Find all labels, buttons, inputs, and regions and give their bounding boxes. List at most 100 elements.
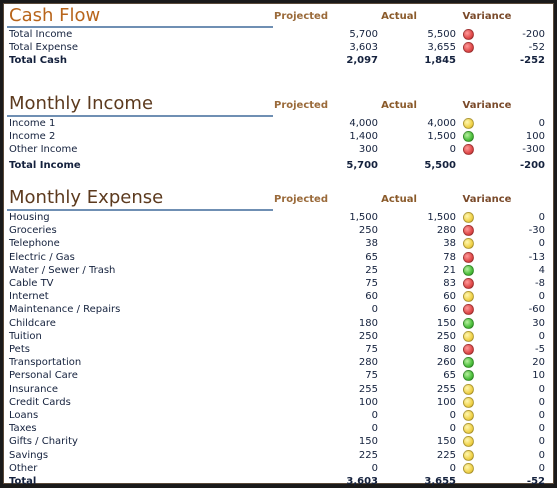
row-label: Childcare [9,317,56,329]
variance-value: -252 [519,55,545,67]
monthly-expense-title: Monthly Expense [9,187,164,208]
cash-flow-title: Cash Flow [9,5,101,26]
red-status-indicator-icon [463,251,474,263]
variance-header: Variance [462,194,512,205]
variance-value: 10 [532,370,545,382]
projected-value: 75 [365,278,378,289]
projected-value: 65 [365,251,378,263]
variance-value: -8 [535,278,545,289]
variance-value: -30 [528,225,545,237]
actual-value: 80 [443,344,456,355]
yellow-status-indicator-icon [463,291,474,303]
actual-value: 0 [449,410,456,421]
table-row: Housing 1,500 1,500 0 [4,211,553,224]
variance-value: 4 [538,264,545,276]
table-row: Transportation 280 260 20 [4,356,553,369]
variance-value: 100 [525,131,545,143]
yellow-status-indicator-icon [463,436,474,448]
actual-value: 150 [436,436,456,448]
green-status-indicator-icon [463,264,474,276]
variance-value: 0 [538,423,545,435]
projected-value: 255 [358,383,378,395]
actual-header: Actual [381,100,417,111]
table-row: Total Cash 2,097 1,845 -252 [4,54,553,67]
red-status-indicator-icon [463,144,474,156]
projected-value: 75 [365,370,378,382]
projected-value: 3,603 [349,42,378,54]
row-label: Taxes [9,423,37,435]
projected-value: 1,500 [349,212,378,223]
variance-value: 0 [538,330,545,342]
row-label: Tuition [9,330,42,342]
row-label: Maintenance / Repairs [9,304,121,316]
actual-value: 38 [443,238,456,250]
row-label: Total [9,476,37,487]
variance-value: 0 [538,449,545,461]
row-label: Cable TV [9,278,54,289]
projected-value: 280 [358,357,378,369]
actual-value: 260 [436,357,456,369]
projected-value: 150 [358,436,378,448]
row-label: Transportation [9,357,82,369]
yellow-status-indicator-icon [463,238,474,250]
actual-value: 5,500 [427,29,456,40]
actual-value: 4,000 [427,118,456,129]
actual-value: 21 [443,264,456,276]
cash-flow-underline [7,26,273,28]
actual-value: 1,500 [427,131,456,143]
actual-value: 83 [443,278,456,289]
actual-value: 60 [443,304,456,316]
green-status-indicator-icon [463,131,474,143]
variance-value: -60 [528,304,545,316]
table-row: Total Income 5,700 5,500 -200 [4,28,553,41]
projected-value: 1,400 [349,131,378,143]
variance-value: 0 [538,238,545,250]
variance-header: Variance [462,100,512,111]
actual-value: 3,655 [427,42,456,54]
table-row: Total 3,603 3,655 -52 [4,475,553,488]
variance-value: 0 [538,212,545,223]
row-label: Housing [9,212,50,223]
variance-value: 0 [538,462,545,474]
row-label: Total Cash [9,55,67,67]
variance-value: -13 [528,251,545,263]
yellow-status-indicator-icon [463,383,474,395]
table-row: Water / Sewer / Trash 25 21 4 [4,264,553,277]
row-label: Telephone [9,238,60,250]
projected-value: 0 [371,423,378,435]
actual-value: 1,500 [427,212,456,223]
table-row: Total Income 5,700 5,500 -200 [4,159,553,172]
yellow-status-indicator-icon [463,330,474,342]
table-row: Maintenance / Repairs 0 60 -60 [4,303,553,316]
projected-value: 100 [358,396,378,408]
variance-value: -200 [522,29,545,40]
variance-value: -5 [535,344,545,355]
variance-value: 20 [532,357,545,369]
table-row: Gifts / Charity 150 150 0 [4,435,553,448]
table-row: Income 1 4,000 4,000 0 [4,117,553,130]
projected-value: 60 [365,291,378,303]
yellow-status-indicator-icon [463,423,474,435]
row-label: Total Expense [9,42,78,54]
row-label: Pets [9,344,30,355]
row-label: Other Income [9,144,78,156]
green-status-indicator-icon [463,317,474,329]
variance-value: 0 [538,291,545,303]
yellow-status-indicator-icon [463,118,474,129]
table-row: Other 0 0 0 [4,462,553,475]
actual-value: 60 [443,291,456,303]
projected-value: 25 [365,264,378,276]
actual-value: 5,500 [424,159,456,171]
actual-value: 78 [443,251,456,263]
projected-value: 0 [371,410,378,421]
actual-value: 280 [436,225,456,237]
actual-value: 225 [436,449,456,461]
table-row: Savings 225 225 0 [4,449,553,462]
table-row: Telephone 38 38 0 [4,237,553,250]
table-row: Pets 75 80 -5 [4,343,553,356]
actual-value: 1,845 [424,55,456,67]
yellow-status-indicator-icon [463,396,474,408]
table-row: Credit Cards 100 100 0 [4,396,553,409]
projected-value: 180 [358,317,378,329]
variance-value: 0 [538,118,545,129]
